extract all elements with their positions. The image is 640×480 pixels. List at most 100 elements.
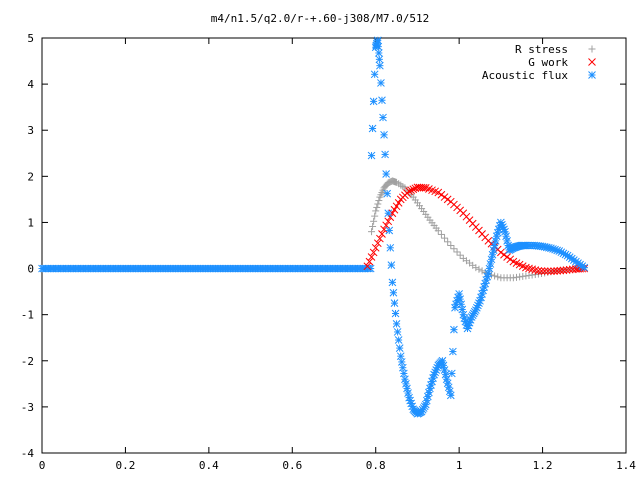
y-tick-label: 2 (27, 170, 34, 183)
y-tick-label: 0 (27, 263, 34, 276)
series-point (393, 328, 402, 336)
series-point (456, 251, 464, 259)
series-point (440, 193, 449, 201)
series-point (373, 36, 382, 45)
y-tick-label: 4 (27, 78, 34, 91)
series-point (384, 209, 393, 218)
series-point (409, 185, 418, 194)
series-point (550, 267, 558, 275)
series-point (491, 237, 500, 245)
series-point (528, 265, 536, 274)
series-point (562, 266, 571, 274)
series-point (391, 309, 400, 318)
series-point (392, 202, 401, 211)
series-point (455, 290, 463, 298)
series-point (559, 266, 568, 275)
series-point (404, 389, 412, 397)
y-tick-label: 3 (27, 124, 34, 137)
series-point (394, 336, 403, 344)
series-point (447, 369, 456, 378)
series-point (438, 356, 447, 365)
series-point (381, 150, 389, 159)
series-point (486, 260, 495, 268)
series-point (540, 267, 549, 275)
series-point (434, 227, 442, 235)
series-point (386, 243, 395, 252)
series-point (374, 200, 382, 208)
series-point (382, 221, 390, 230)
series-point (363, 262, 372, 271)
series-point (375, 197, 383, 205)
series-point (553, 267, 562, 275)
y-tick-label: -1 (21, 309, 34, 322)
x-tick-label: 1.2 (533, 459, 553, 472)
series-point (407, 186, 416, 195)
series-point (368, 228, 376, 236)
series-point (371, 212, 379, 220)
series-point (444, 238, 452, 246)
series-point (401, 375, 409, 384)
x-tick-label: 0.2 (115, 459, 135, 472)
series-point (437, 230, 445, 238)
series-point (453, 248, 461, 256)
axes: 0 0.2 0.4 0.6 0.8 1 1.2 1.4 -4 -3 -2 -1 0 1 2 3 4 5 (21, 32, 637, 472)
series-point (384, 217, 393, 226)
series-point (445, 387, 454, 396)
series-point (446, 391, 455, 400)
x-tick-label: 0.4 (199, 459, 219, 472)
series-point (378, 230, 386, 238)
series-point (394, 198, 403, 207)
series-point (443, 195, 452, 204)
legend-label: G work (528, 56, 568, 69)
series-point (547, 267, 555, 276)
series-point (380, 130, 388, 139)
series-point (497, 248, 505, 257)
series-point (537, 267, 546, 275)
series-point (484, 269, 493, 278)
series-point (370, 217, 378, 225)
series-point (388, 278, 397, 287)
series-2 (367, 36, 589, 418)
series-point (379, 113, 387, 122)
series-point (503, 253, 511, 261)
series-point (382, 170, 390, 178)
series-point (489, 246, 498, 254)
y-tick-label: 5 (27, 32, 34, 45)
series-point (522, 263, 530, 272)
series-point (502, 232, 510, 241)
series-point (441, 234, 449, 242)
chart-title: m4/n1.5/q2.0/r-+.60-j308/M7.0/512 (211, 12, 430, 25)
y-tick-label: -2 (21, 355, 34, 368)
series-point (369, 97, 378, 106)
series-point (494, 273, 502, 281)
series-point (450, 245, 458, 253)
series-point (372, 207, 380, 215)
series-point (456, 295, 465, 303)
legend-label: Acoustic flux (482, 69, 568, 82)
series-1 (363, 183, 589, 276)
series-point (367, 253, 376, 261)
series-point (390, 205, 399, 214)
series-point (525, 264, 533, 273)
series-point (383, 189, 392, 198)
series-point (437, 190, 446, 199)
series-point (374, 42, 383, 51)
series-point (457, 300, 466, 309)
legend-marker (588, 45, 596, 53)
series-point (487, 255, 496, 264)
acoustic-flux-point (366, 264, 375, 273)
series-point (434, 188, 443, 197)
series-point (543, 267, 552, 276)
series-point (367, 151, 376, 160)
series-point (534, 267, 543, 275)
x-tick-label: 1 (456, 459, 463, 472)
legend-marker (588, 71, 596, 79)
series-point (450, 325, 458, 334)
series-point (376, 234, 384, 243)
series-point (503, 237, 511, 245)
series-point (368, 124, 377, 133)
x-tick-label: 0 (39, 459, 46, 472)
series-point (478, 267, 486, 275)
y-tick-label: -3 (21, 401, 34, 414)
series-point (365, 257, 374, 266)
